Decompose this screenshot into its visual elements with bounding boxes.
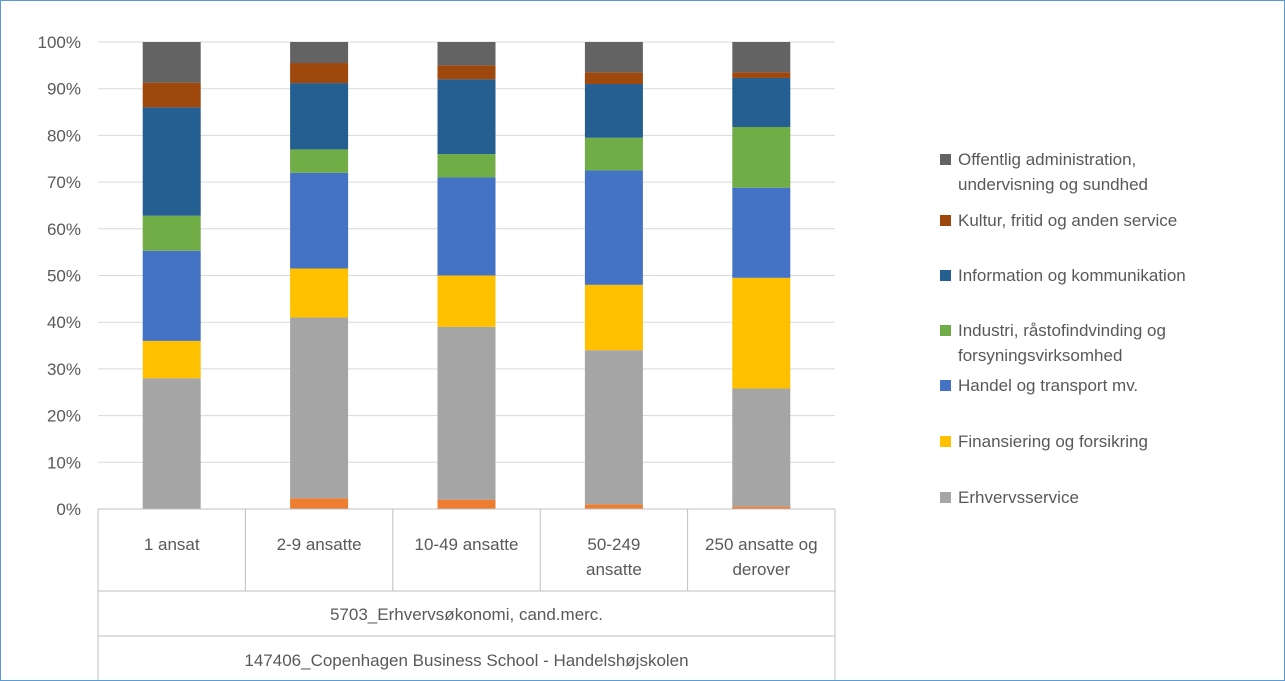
y-tick-label: 20%	[47, 407, 81, 426]
bar-segment	[584, 170, 643, 285]
legend-swatch	[940, 154, 951, 165]
bar-segment	[437, 499, 496, 509]
x-category-label: 1 ansat	[144, 535, 200, 554]
bar-segment	[437, 65, 496, 80]
bar-segment	[290, 83, 349, 150]
bar-segment	[290, 317, 349, 499]
y-tick-label: 90%	[47, 80, 81, 99]
bar-segment	[142, 107, 201, 216]
y-tick-label: 70%	[47, 173, 81, 192]
legend-label: undervisning og sundhed	[958, 175, 1148, 194]
bar-segment	[142, 250, 201, 341]
bar-segment	[290, 498, 349, 509]
x-category-label: ansatte	[586, 560, 642, 579]
x-group-label: 147406_Copenhagen Business School - Hand…	[244, 651, 688, 670]
legend-swatch	[940, 380, 951, 391]
bar-segment	[732, 126, 791, 188]
bar-segment	[584, 137, 643, 171]
bar-segment	[584, 350, 643, 505]
bar-segment	[290, 63, 349, 84]
legend-swatch	[940, 270, 951, 281]
x-category-label: 50-249	[587, 535, 640, 554]
bar-segment	[732, 72, 791, 78]
x-category-label: 2-9 ansatte	[277, 535, 362, 554]
bar-segment	[437, 326, 496, 500]
y-tick-label: 80%	[47, 126, 81, 145]
bar-segment	[142, 340, 201, 379]
legend-label: Handel og transport mv.	[958, 376, 1138, 395]
bar-segment	[437, 42, 496, 66]
bar-segment	[732, 42, 791, 73]
bar-segment	[584, 42, 643, 73]
bar-segment	[437, 154, 496, 178]
legend-swatch	[940, 215, 951, 226]
legend-swatch	[940, 436, 951, 447]
bar-segment	[732, 388, 791, 507]
bar-segment	[142, 42, 201, 83]
legend-label: Offentlig administration,	[958, 150, 1136, 169]
bar-segment	[437, 177, 496, 276]
bar-segment	[437, 79, 496, 155]
legend-label: Information og kommunikation	[958, 266, 1186, 285]
y-tick-label: 40%	[47, 313, 81, 332]
legend-label: Industri, råstofindvinding og	[958, 321, 1166, 340]
bar-segment	[584, 72, 643, 85]
bar-segment	[142, 82, 201, 108]
y-tick-label: 100%	[38, 33, 81, 52]
legend-label: forsyningsvirksomhed	[958, 346, 1122, 365]
bar-segment	[584, 284, 643, 351]
bar-segment	[142, 215, 201, 251]
bar-segment	[437, 275, 496, 327]
bar-segment	[290, 268, 349, 318]
legend-label: Erhvervsservice	[958, 488, 1079, 507]
y-tick-label: 60%	[47, 220, 81, 239]
legend-swatch	[940, 492, 951, 503]
bar-segment	[732, 77, 791, 127]
y-tick-label: 0%	[56, 500, 81, 519]
bar-segment	[584, 504, 643, 509]
bar-segment	[290, 149, 349, 173]
bar-segment	[142, 378, 201, 509]
x-group-label: 5703_Erhvervsøkonomi, cand.merc.	[330, 605, 603, 624]
legend-label: Kultur, fritid og anden service	[958, 211, 1177, 230]
bar-segment	[732, 506, 791, 509]
x-category-label: 10-49 ansatte	[415, 535, 519, 554]
y-tick-label: 10%	[47, 453, 81, 472]
bar-segment	[290, 42, 349, 64]
y-tick-label: 50%	[47, 267, 81, 286]
x-category-label: derover	[732, 560, 790, 579]
bar-segment	[732, 187, 791, 278]
bar-segment	[732, 277, 791, 389]
legend-swatch	[940, 325, 951, 336]
y-tick-label: 30%	[47, 360, 81, 379]
legend-label: Finansiering og forsikring	[958, 432, 1148, 451]
x-category-label: 250 ansatte og	[705, 535, 817, 554]
bar-segment	[290, 172, 349, 269]
bar-segment	[584, 84, 643, 138]
